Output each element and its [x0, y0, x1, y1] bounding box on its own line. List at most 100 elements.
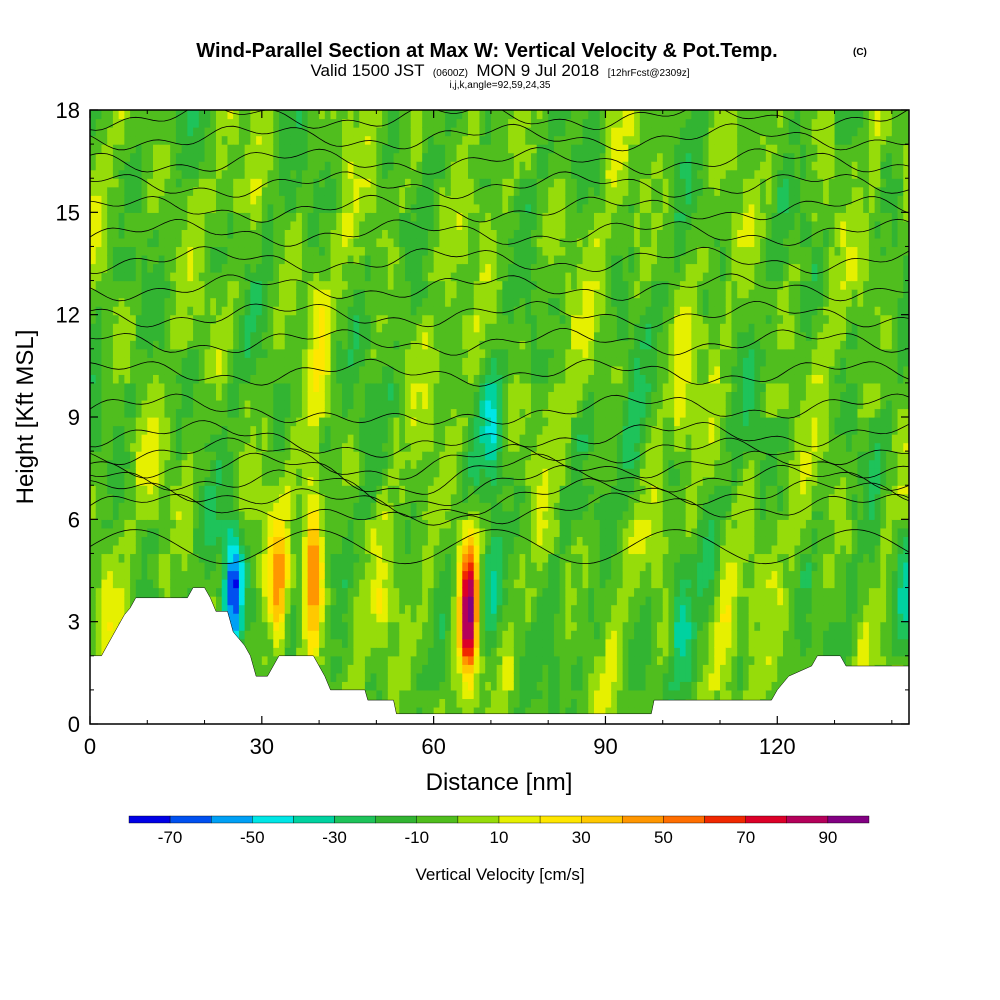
velocity-cell — [273, 544, 280, 555]
velocity-cell — [307, 553, 314, 563]
velocity-cell — [416, 220, 423, 230]
velocity-cell — [112, 544, 120, 555]
velocity-cell — [158, 144, 166, 154]
velocity-cell — [181, 178, 188, 188]
velocity-cell — [364, 357, 372, 367]
velocity-cell — [112, 306, 120, 316]
velocity-cell — [101, 442, 108, 452]
velocity-cell — [450, 340, 458, 350]
velocity-cell — [370, 263, 377, 273]
velocity-cell — [416, 561, 423, 572]
velocity-cell — [279, 203, 286, 213]
subtitle-date: MON 9 Jul 2018 — [476, 61, 599, 80]
velocity-cell — [330, 357, 337, 367]
velocity-cell — [204, 152, 211, 162]
velocity-cell — [422, 220, 429, 230]
velocity-cell — [164, 220, 171, 230]
velocity-cell — [101, 621, 108, 631]
velocity-cell — [141, 561, 148, 572]
velocity-cell — [210, 357, 217, 367]
velocity-cell — [301, 135, 309, 145]
velocity-cell — [216, 570, 223, 580]
velocity-cell — [112, 220, 120, 230]
velocity-cell — [393, 587, 400, 597]
velocity-cell — [112, 553, 120, 563]
velocity-cell — [342, 289, 349, 299]
velocity-cell — [336, 178, 343, 188]
velocity-cell — [359, 263, 366, 273]
velocity-cell — [107, 434, 114, 444]
velocity-cell — [256, 110, 263, 120]
velocity-cell — [410, 127, 418, 137]
velocity-cell — [422, 553, 429, 563]
velocity-cell — [416, 229, 423, 239]
velocity-cell — [158, 323, 166, 333]
velocity-cell — [296, 451, 303, 461]
velocity-cell — [267, 527, 274, 537]
velocity-cell — [433, 306, 440, 316]
velocity-cell — [250, 476, 257, 486]
velocity-cell — [416, 118, 423, 128]
velocity-cell — [485, 570, 492, 580]
velocity-cell — [261, 664, 269, 674]
velocity-cell — [376, 374, 383, 384]
velocity-cell — [462, 297, 469, 307]
velocity-cell — [427, 502, 435, 512]
velocity-cell — [405, 408, 412, 418]
velocity-cell — [256, 382, 263, 393]
velocity-cell — [101, 604, 108, 614]
velocity-cell — [112, 144, 120, 154]
velocity-cell — [422, 476, 429, 486]
velocity-cell — [307, 579, 314, 589]
velocity-cell — [210, 169, 217, 179]
velocity-cell — [427, 144, 435, 154]
velocity-cell — [175, 229, 183, 239]
velocity-cell — [330, 647, 337, 657]
velocity-cell — [393, 425, 400, 435]
velocity-cell — [141, 246, 148, 256]
velocity-cell — [210, 519, 217, 529]
velocity-cell — [135, 527, 143, 537]
velocity-cell — [256, 417, 263, 427]
velocity-cell — [198, 169, 206, 179]
velocity-cell — [393, 144, 400, 154]
velocity-cell — [233, 374, 240, 384]
velocity-cell — [284, 357, 292, 367]
velocity-cell — [427, 237, 435, 248]
velocity-cell — [468, 357, 475, 367]
velocity-cell — [141, 434, 148, 444]
velocity-cell — [353, 451, 360, 461]
velocity-cell — [307, 323, 314, 333]
velocity-cell — [347, 630, 355, 640]
velocity-cell — [416, 527, 423, 537]
velocity-cell — [193, 561, 200, 572]
velocity-cell — [399, 203, 406, 213]
velocity-cell — [319, 621, 326, 631]
velocity-cell — [221, 596, 229, 606]
velocity-cell — [313, 297, 320, 307]
velocity-cell — [439, 135, 446, 145]
velocity-cell — [135, 229, 143, 239]
velocity-cell — [468, 621, 475, 631]
velocity-cell — [450, 613, 458, 623]
velocity-cell — [416, 493, 423, 503]
velocity-cell — [422, 604, 429, 614]
velocity-cell — [301, 459, 309, 469]
velocity-cell — [485, 587, 492, 597]
velocity-cell — [301, 178, 309, 188]
velocity-cell — [370, 323, 377, 333]
velocity-cell — [353, 519, 360, 529]
velocity-cell — [118, 579, 125, 589]
velocity-cell — [107, 348, 114, 358]
velocity-cell — [267, 340, 274, 350]
velocity-cell — [416, 613, 423, 623]
velocity-cell — [204, 169, 211, 179]
velocity-cell — [399, 152, 406, 162]
velocity-cell — [416, 212, 423, 222]
velocity-cell — [170, 289, 177, 299]
velocity-cell — [279, 135, 286, 145]
velocity-cell — [187, 408, 194, 418]
velocity-cell — [347, 365, 355, 375]
velocity-cell — [267, 212, 274, 222]
velocity-cell — [353, 272, 360, 282]
